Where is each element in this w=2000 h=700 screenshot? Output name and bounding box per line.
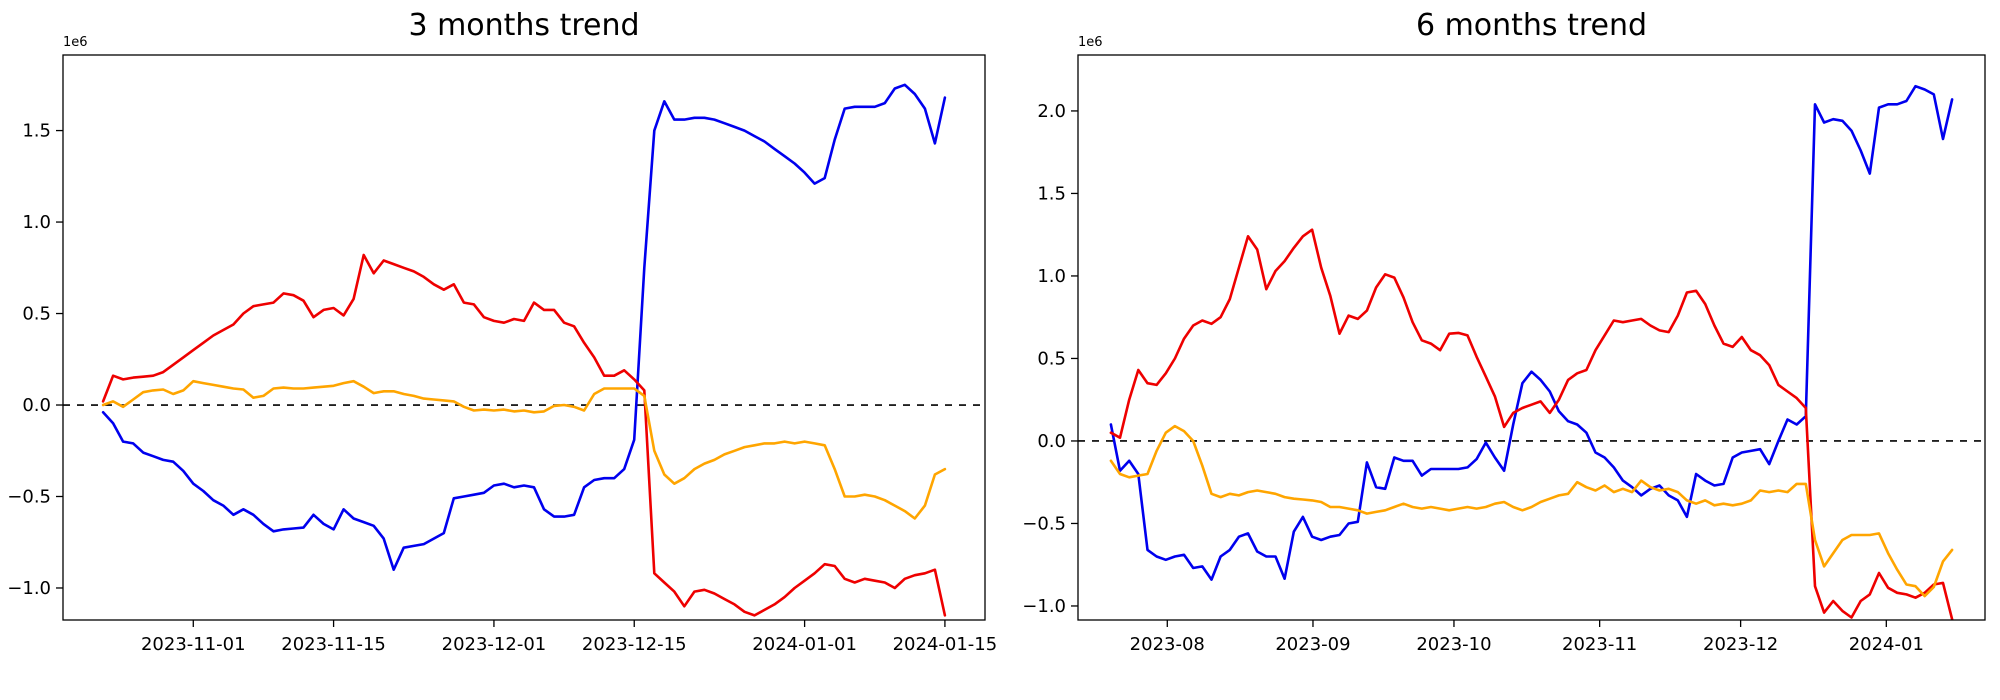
- series-orange-line: [101, 379, 947, 520]
- x-tick-label: 2023-09: [1275, 634, 1350, 655]
- y-tick-label: 0.0: [1037, 431, 1066, 452]
- y-tick-label: 2.0: [1037, 101, 1066, 122]
- x-tick-label: 2023-10: [1416, 634, 1491, 655]
- series-red-line: [1109, 228, 1954, 621]
- y-tick-label: −0.5: [7, 486, 51, 507]
- x-tick-label: 2023-12-01: [442, 634, 547, 655]
- series-blue-line: [101, 83, 947, 572]
- x-tick-label: 2023-11-15: [281, 634, 386, 655]
- x-tick-label: 2023-12: [1703, 634, 1778, 655]
- x-tick-label: 2024-01-15: [893, 634, 998, 655]
- y-tick-label: 1.5: [22, 121, 51, 142]
- y-tick-label: 1.5: [1037, 183, 1066, 204]
- series-orange-line: [1109, 424, 1954, 598]
- y-tick-label: −1.0: [7, 578, 51, 599]
- y-axis-offset-label: 1e6: [1078, 35, 1103, 50]
- x-tick-label: 2024-01: [1849, 634, 1924, 655]
- series-blue-line: [1109, 84, 1954, 581]
- x-tick-label: 2023-12-15: [582, 634, 687, 655]
- axes-box: [62, 54, 986, 621]
- y-tick-label: −0.5: [1022, 513, 1066, 534]
- x-tick-label: 2024-01-01: [752, 634, 857, 655]
- x-tick-label: 2023-11: [1562, 634, 1637, 655]
- axes-box: [1077, 54, 1986, 621]
- y-tick-label: 0.5: [22, 304, 51, 325]
- x-tick-label: 2023-08: [1130, 634, 1205, 655]
- y-tick-label: −1.0: [1022, 596, 1066, 617]
- y-tick-label: 1.0: [22, 212, 51, 233]
- y-axis-offset-label: 1e6: [63, 35, 88, 50]
- chart-title-3-months: 3 months trend: [408, 8, 640, 43]
- y-tick-label: 1.0: [1037, 266, 1066, 287]
- series-red-line: [101, 253, 947, 617]
- chart-title-6-months: 6 months trend: [1415, 8, 1648, 43]
- y-tick-label: 0.0: [22, 395, 51, 416]
- y-tick-label: 0.5: [1037, 348, 1066, 369]
- x-tick-label: 2023-11-01: [141, 634, 246, 655]
